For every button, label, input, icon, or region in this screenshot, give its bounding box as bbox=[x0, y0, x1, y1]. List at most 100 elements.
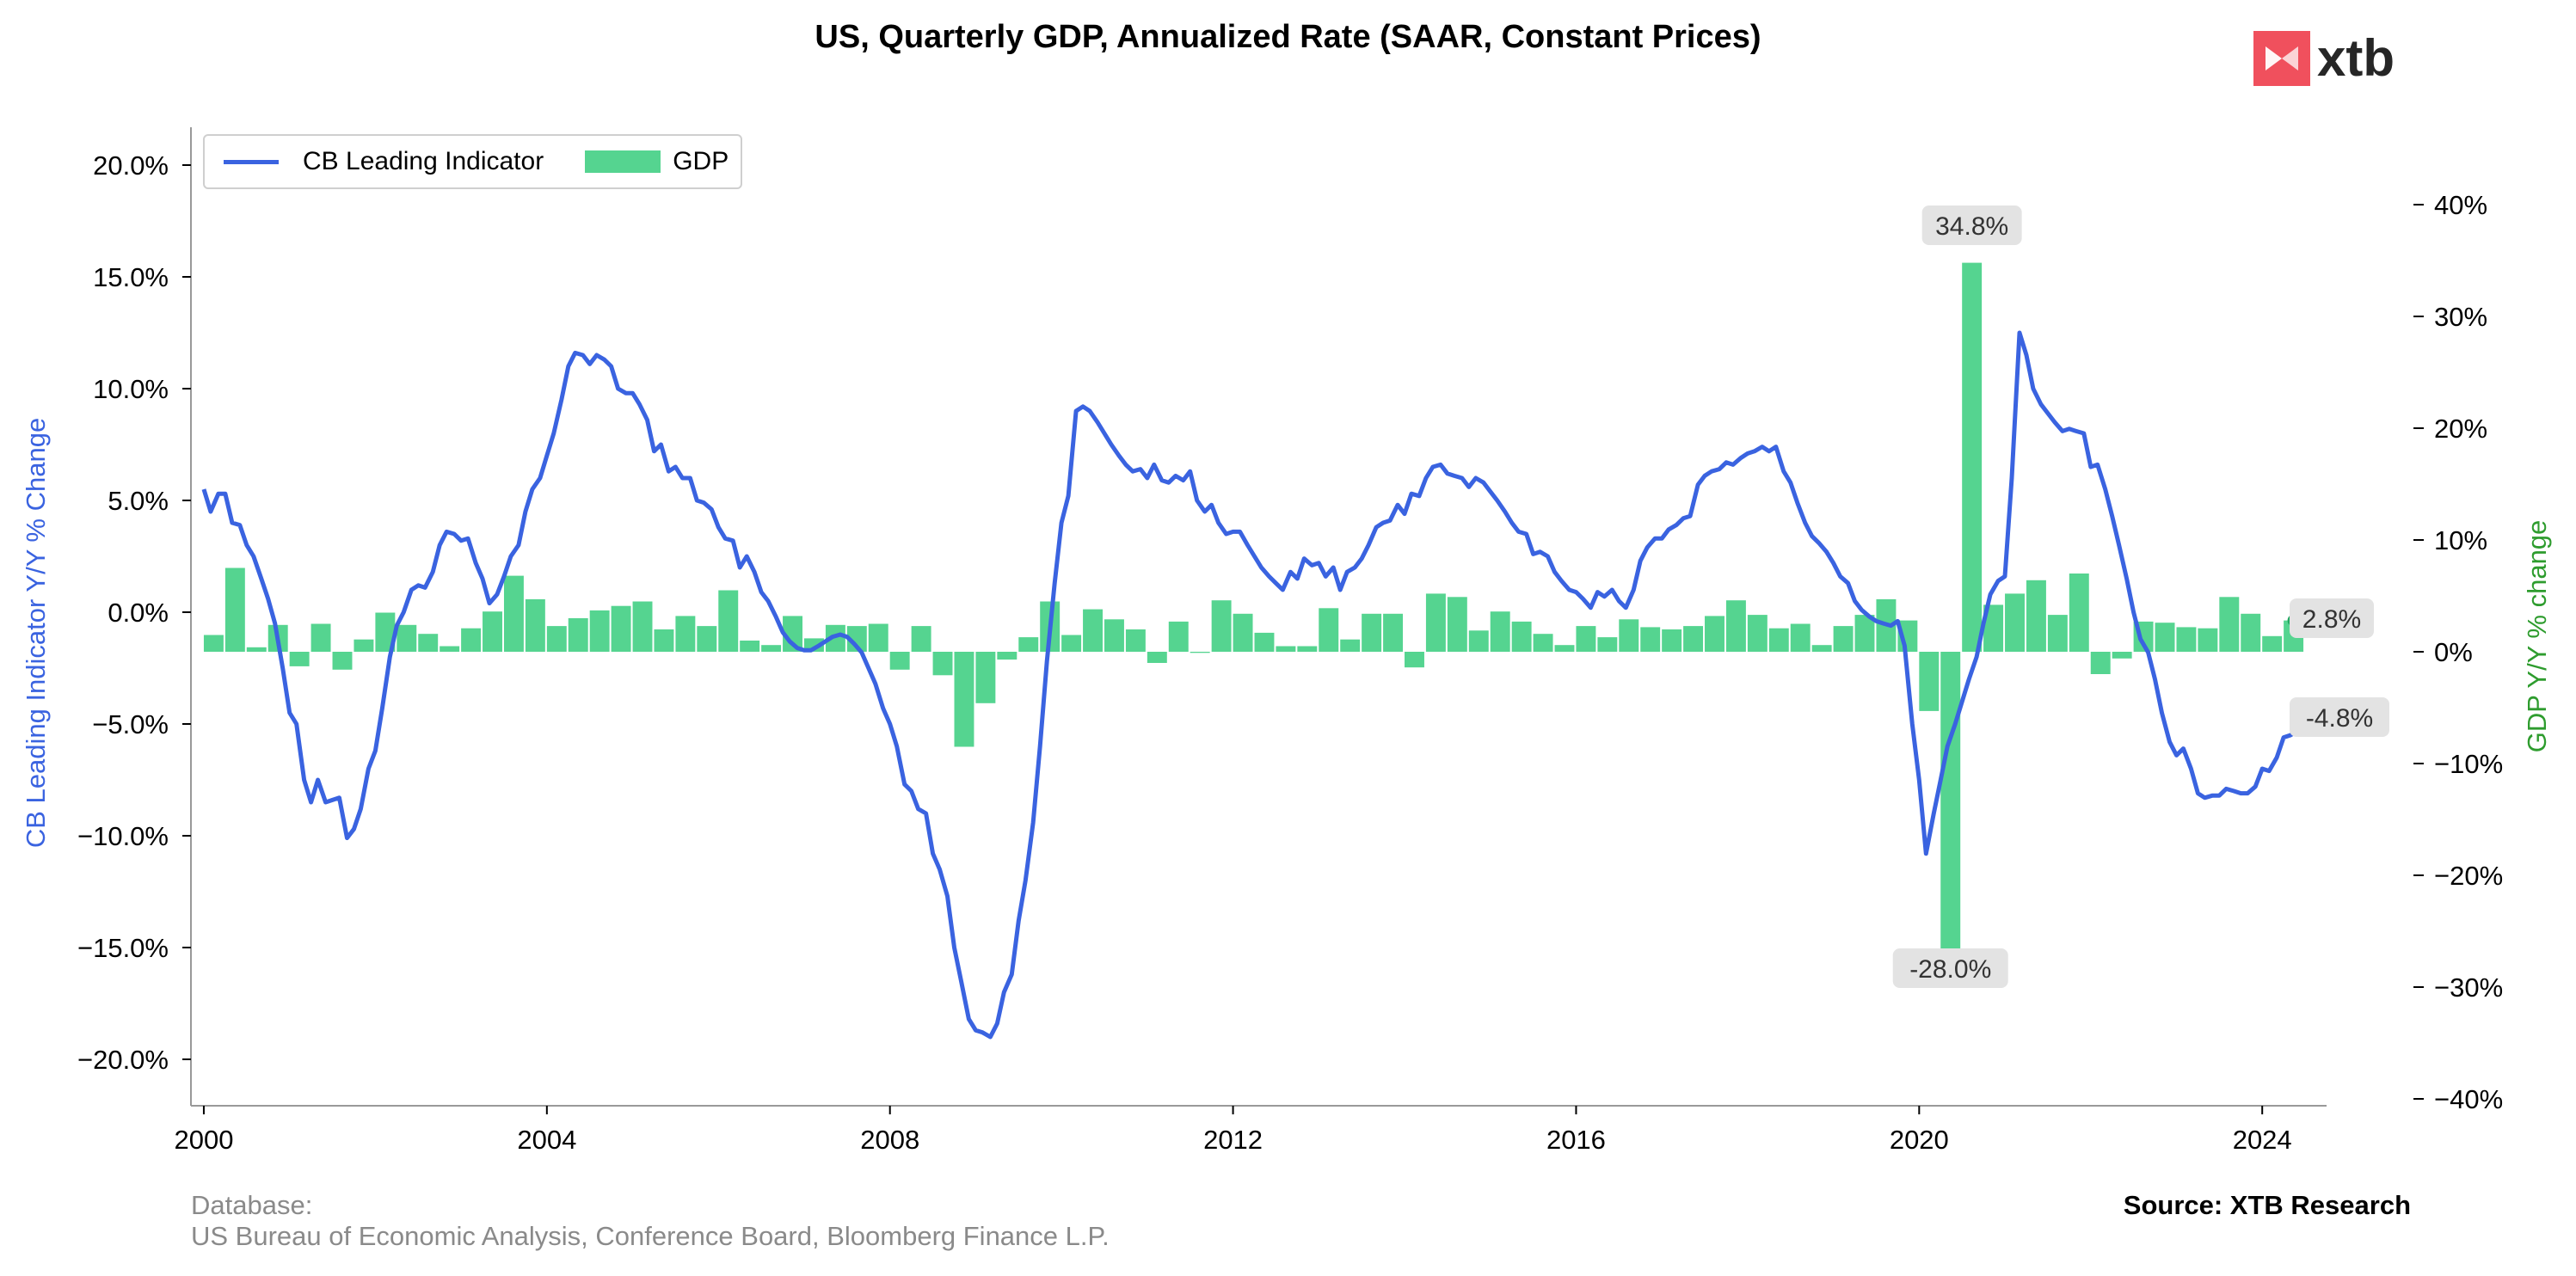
gdp-bar bbox=[310, 623, 331, 652]
gdp-bar bbox=[1597, 637, 1618, 652]
gdp-bar bbox=[1725, 600, 1746, 652]
x-tick-label: 2024 bbox=[2233, 1125, 2292, 1155]
gdp-bar bbox=[1383, 613, 1404, 652]
x-tick-label: 2012 bbox=[1203, 1125, 1263, 1155]
gdp-bar bbox=[354, 639, 374, 652]
database-label: Database: bbox=[191, 1190, 313, 1220]
gdp-bar bbox=[1619, 619, 1639, 652]
x-tick-label: 2008 bbox=[860, 1125, 919, 1155]
line-last-annotation-label: -4.8% bbox=[2306, 704, 2373, 733]
right-tick-label: 30% bbox=[2434, 302, 2487, 332]
gdp-bar bbox=[1190, 652, 1210, 653]
gdp-bar bbox=[2005, 593, 2025, 652]
gdp-bar bbox=[1319, 608, 1339, 652]
right-tick-label: −40% bbox=[2434, 1084, 2503, 1114]
xtb-logo-text: xtb bbox=[2317, 29, 2395, 87]
legend-line-label: CB Leading Indicator bbox=[303, 147, 544, 175]
gdp-bar bbox=[461, 628, 482, 652]
left-tick-label: 0.0% bbox=[108, 598, 169, 628]
gdp-bar bbox=[2219, 597, 2240, 652]
gdp-bar bbox=[1640, 627, 1661, 652]
x-tick-label: 2000 bbox=[174, 1125, 233, 1155]
gdp-bar bbox=[697, 626, 717, 652]
x-tick-label: 2020 bbox=[1890, 1125, 1949, 1155]
gdp-bar bbox=[1083, 609, 1104, 652]
gdp-bar bbox=[1147, 652, 1167, 663]
gdp-min-annotation-box bbox=[1892, 948, 2008, 988]
gdp-bar bbox=[718, 590, 739, 652]
right-tick-label: 40% bbox=[2434, 190, 2487, 220]
gdp-bar bbox=[911, 626, 931, 652]
gdp-bar bbox=[1211, 600, 1232, 652]
gdp-bar bbox=[246, 647, 267, 652]
x-tick-label: 2004 bbox=[517, 1125, 576, 1155]
gdp-bar bbox=[740, 641, 760, 652]
right-axis-label: GDP Y/Y % change bbox=[2522, 520, 2552, 753]
left-tick-label: −5.0% bbox=[92, 709, 169, 739]
gdp-bar bbox=[525, 598, 545, 652]
gdp-bar bbox=[889, 652, 910, 670]
gdp-bar bbox=[1254, 632, 1275, 652]
gdp-bar bbox=[1576, 626, 1596, 652]
right-tick-label: −10% bbox=[2434, 749, 2503, 779]
gdp-bar bbox=[503, 575, 524, 652]
left-tick-label: 15.0% bbox=[93, 262, 169, 292]
gdp-bar bbox=[868, 623, 888, 652]
gdp-min-annotation-label: -28.0% bbox=[1909, 955, 1991, 984]
gdp-bar bbox=[975, 652, 996, 703]
gdp-bar bbox=[1983, 604, 2004, 652]
gdp-bar bbox=[1405, 652, 1424, 668]
gdp-bar bbox=[2090, 652, 2111, 674]
right-tick-label: 0% bbox=[2434, 637, 2473, 667]
gdp-bar bbox=[825, 624, 845, 652]
gdp-last-annotation-label: 2.8% bbox=[2302, 605, 2361, 634]
gdp-bar bbox=[440, 646, 460, 652]
gdp-bar bbox=[1854, 615, 1875, 652]
gdp-bar bbox=[761, 645, 782, 652]
gdp-bar bbox=[2026, 580, 2046, 652]
gdp-bar bbox=[546, 626, 567, 652]
gdp-bar bbox=[1104, 619, 1124, 652]
gdp-bar bbox=[611, 605, 631, 652]
gdp-bar bbox=[2198, 628, 2218, 652]
left-tick-label: 5.0% bbox=[108, 486, 169, 516]
gdp-bar bbox=[1061, 635, 1082, 652]
gdp-max-annotation-label: 34.8% bbox=[1935, 212, 2008, 241]
gdp-bar bbox=[1362, 613, 1382, 652]
gdp-bar bbox=[224, 567, 245, 652]
gdp-bar bbox=[1447, 597, 1467, 652]
gdp-bar bbox=[932, 652, 953, 676]
left-tick-label: −20.0% bbox=[77, 1045, 169, 1075]
gdp-bar bbox=[1554, 645, 1575, 652]
right-tick-label: 10% bbox=[2434, 525, 2487, 555]
gdp-bar bbox=[1018, 637, 1039, 652]
legend-bar-swatch bbox=[585, 150, 661, 173]
gdp-bar bbox=[1790, 623, 1811, 652]
gdp-bar bbox=[846, 626, 867, 652]
chart-title: US, Quarterly GDP, Annualized Rate (SAAR… bbox=[815, 19, 1761, 55]
legend-line-swatch bbox=[224, 159, 279, 164]
right-tick-label: −20% bbox=[2434, 861, 2503, 891]
gdp-bar bbox=[2176, 627, 2197, 652]
xtb-logo: xtb bbox=[2253, 31, 2395, 86]
left-tick-label: 10.0% bbox=[93, 374, 169, 404]
left-tick-label: 20.0% bbox=[93, 150, 169, 181]
gdp-bar bbox=[632, 601, 653, 652]
gdp-bar bbox=[2047, 615, 2068, 652]
gdp-bar bbox=[2262, 635, 2283, 652]
gdp-bar bbox=[1233, 613, 1253, 652]
database-sources: US Bureau of Economic Analysis, Conferen… bbox=[191, 1221, 1110, 1251]
footer-source: Source: XTB Research bbox=[2123, 1190, 2411, 1220]
right-tick-label: −30% bbox=[2434, 972, 2503, 1003]
gdp-bar bbox=[675, 616, 696, 652]
gdp-bar bbox=[203, 635, 224, 652]
gdp-bar bbox=[1962, 262, 1983, 652]
gdp-bar bbox=[654, 629, 674, 652]
line-last-annotation-box bbox=[2290, 697, 2389, 737]
gdp-bar bbox=[418, 634, 439, 652]
gdp-bar bbox=[1276, 646, 1296, 652]
legend-bar-label: GDP bbox=[673, 147, 729, 175]
gdp-bar bbox=[1919, 652, 1940, 711]
gdp-max-annotation-box bbox=[1921, 206, 2022, 245]
gdp-bar bbox=[2155, 623, 2175, 652]
